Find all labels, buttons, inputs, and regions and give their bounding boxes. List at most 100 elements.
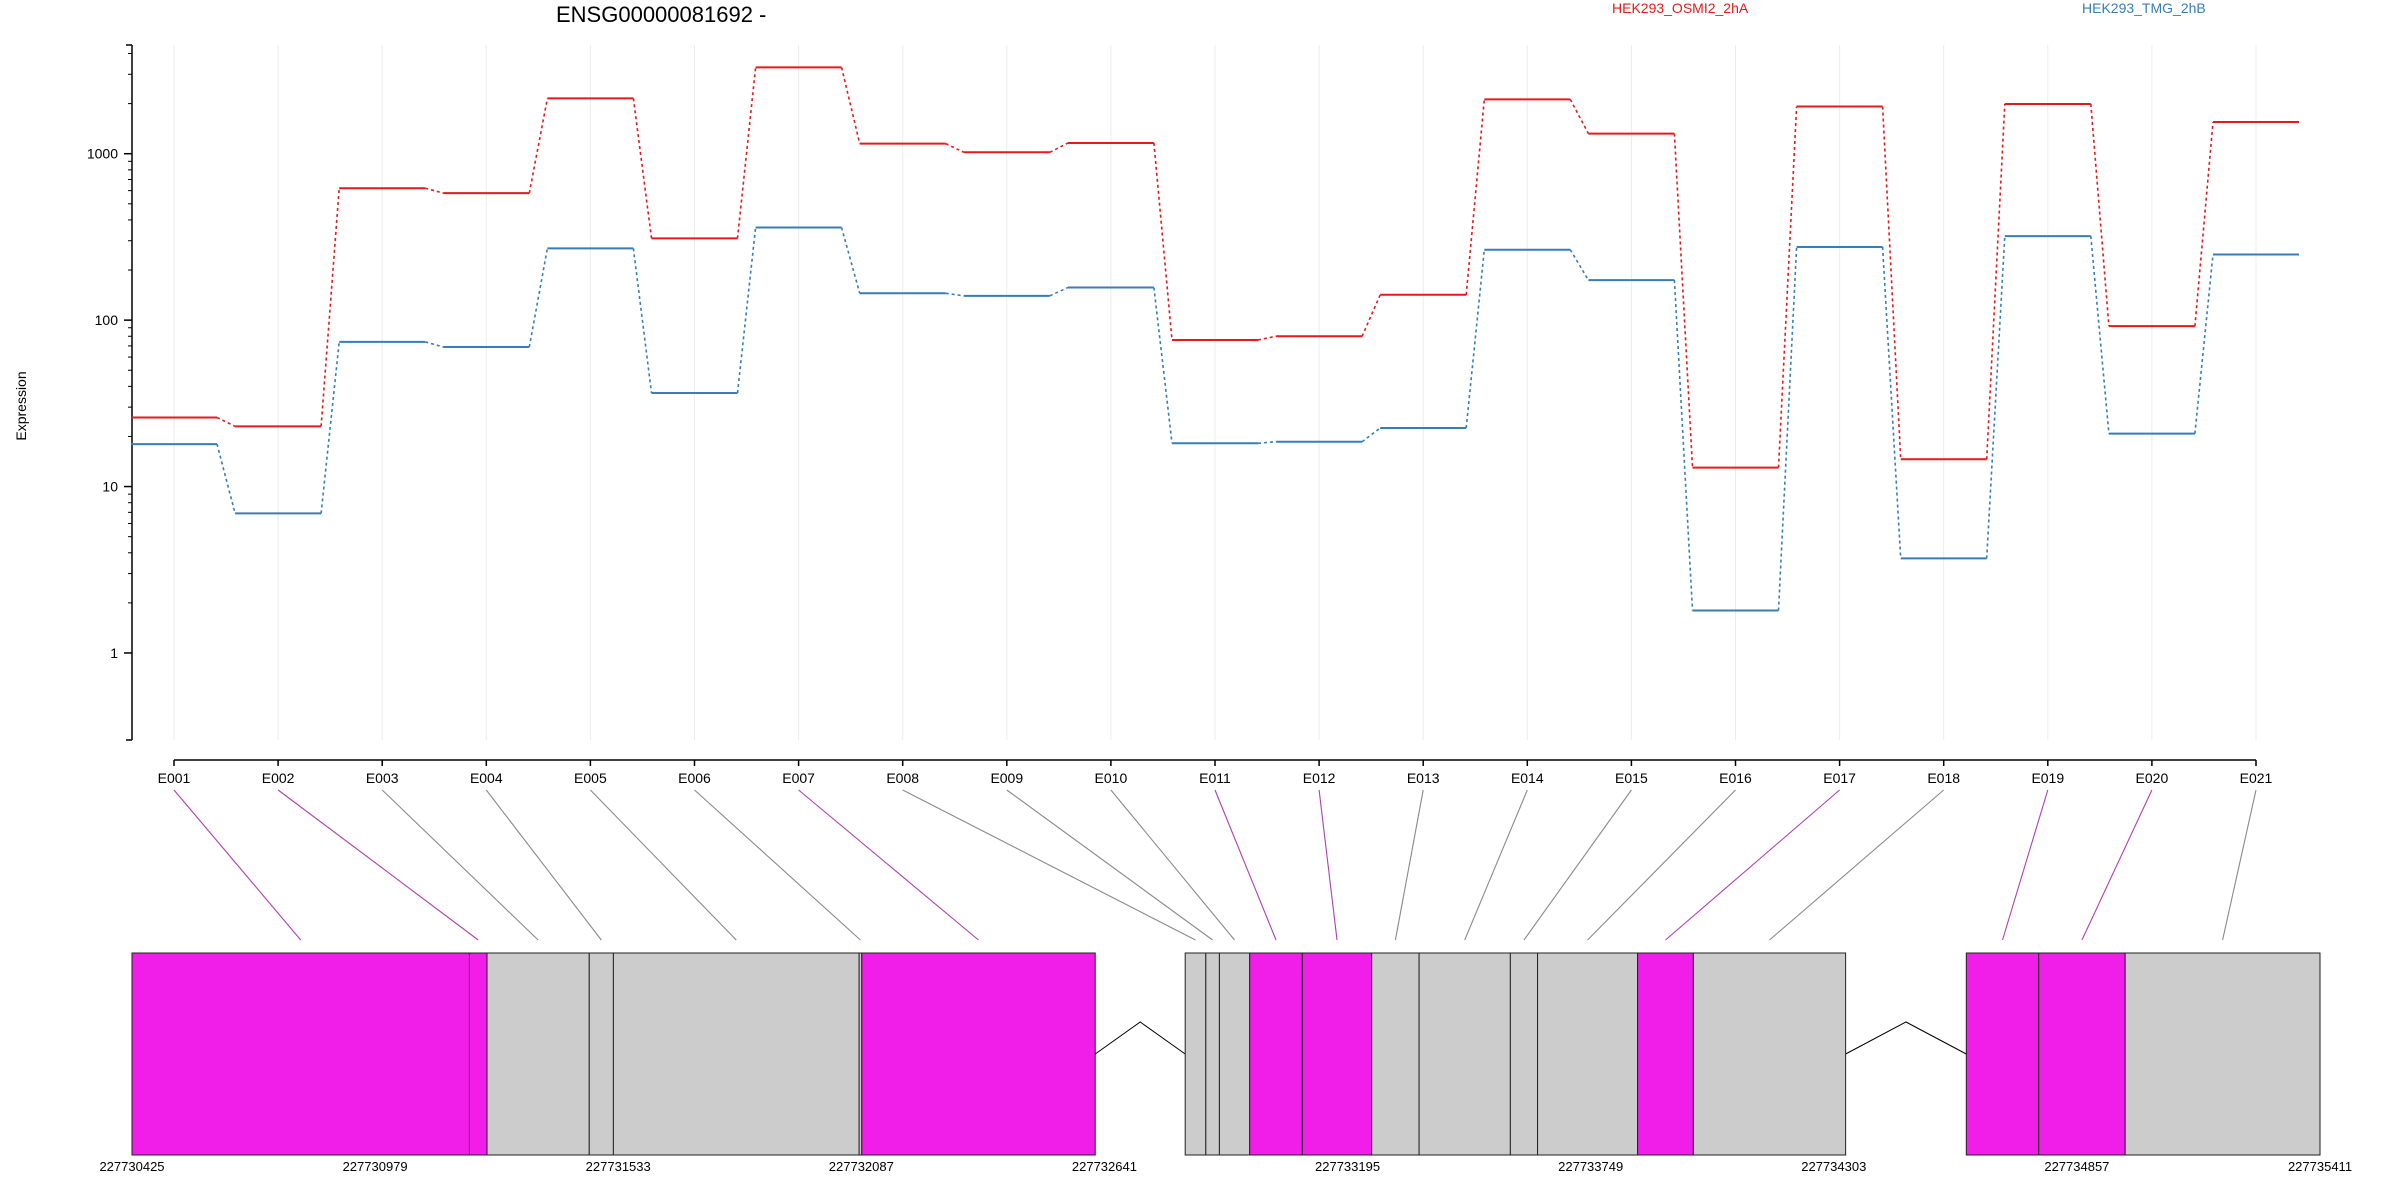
genomic-coordinate-label: 227733749 <box>1558 1159 1623 1174</box>
series-connector <box>1049 286 1069 297</box>
exon-bin-e004 <box>588 952 614 1156</box>
x-tick-label-e021: E021 <box>2240 770 2273 786</box>
exon-bin-e015 <box>1509 952 1539 1156</box>
series-connector <box>1257 440 1277 445</box>
x-tick-label-e013: E013 <box>1407 770 1440 786</box>
x-tick-label-e010: E010 <box>1095 770 1128 786</box>
x-tick-label-e016: E016 <box>1719 770 1752 786</box>
series-connector <box>1361 427 1381 443</box>
series-connector <box>528 248 549 348</box>
connector-e013 <box>1394 789 1424 941</box>
x-tick-label-e004: E004 <box>470 770 503 786</box>
exon-bin-e018 <box>1692 952 1847 1156</box>
x-tick-label-e002: E002 <box>262 770 295 786</box>
y-tick-label: 1 <box>110 645 118 661</box>
y-axis-label: Expression <box>13 371 29 440</box>
exon-bin-e020 <box>2038 952 2126 1156</box>
exon-bin-e012 <box>1301 952 1373 1156</box>
exon-bin-e021 <box>2124 952 2321 1156</box>
exon-bin-e007 <box>861 952 1096 1156</box>
connector-e006 <box>694 789 861 941</box>
x-tick-label-e012: E012 <box>1303 770 1336 786</box>
series-connector <box>1569 249 1590 281</box>
y-tick-label: 10 <box>102 479 118 495</box>
exon-bin-e009 <box>1205 952 1220 1156</box>
genomic-coordinate-label: 227731533 <box>586 1159 651 1174</box>
series-1 <box>131 66 2299 469</box>
series-lines <box>131 66 2299 612</box>
connector-e005 <box>590 789 737 941</box>
series-connector <box>632 248 653 394</box>
connector-e016 <box>1587 789 1736 941</box>
series-connector <box>1153 287 1173 444</box>
chart-title: ENSG00000081692 - <box>556 2 766 27</box>
genomic-coordinate-label: 227735411 <box>2288 1159 2352 1174</box>
exon-bin-e014 <box>1418 952 1511 1156</box>
series-connector <box>840 227 861 294</box>
x-tick-label-e011: E011 <box>1199 770 1231 786</box>
series-connector <box>1673 133 1694 468</box>
x-tick-label-e018: E018 <box>1927 770 1960 786</box>
connector-e018 <box>1769 789 1945 941</box>
series-connector <box>1465 249 1486 429</box>
grid-lines <box>173 45 2257 740</box>
genomic-coordinate-label: 227732087 <box>829 1159 894 1174</box>
connector-e004 <box>485 789 602 941</box>
series-connector <box>528 98 549 194</box>
x-tick-label-e003: E003 <box>366 770 399 786</box>
exon-bin-e005 <box>612 952 860 1156</box>
connector-e015 <box>1523 789 1632 941</box>
series-connector <box>1465 99 1486 295</box>
series-2 <box>131 226 2299 612</box>
series-connector <box>216 416 236 428</box>
genomic-coordinate-label: 227732641 <box>1072 1159 1137 1174</box>
genomic-coordinate-label: 227730425 <box>99 1159 164 1174</box>
exon-bin-e008 <box>1184 952 1207 1156</box>
exon-bin-e001 <box>131 952 470 1156</box>
series-connector <box>1361 294 1381 337</box>
exon-connectors <box>173 789 2257 941</box>
connector-e007 <box>798 789 979 941</box>
series-connector <box>424 341 444 348</box>
x-tick-label-e020: E020 <box>2136 770 2169 786</box>
series-connector <box>1673 280 1694 611</box>
intron-line <box>1094 1021 1186 1055</box>
connector-e009 <box>1006 789 1213 941</box>
exon-bin-e013 <box>1371 952 1420 1156</box>
series-connector <box>1049 142 1069 153</box>
legend-entry-series-1: HEK293_OSMI2_2hA <box>1612 0 1749 16</box>
x-tick-label-e014: E014 <box>1511 770 1544 786</box>
connector-e021 <box>2222 789 2257 941</box>
series-connector <box>1881 246 1902 559</box>
series-connector <box>2090 103 2110 327</box>
exon-bin-e019 <box>1965 952 2040 1156</box>
exon-bin-e010 <box>1218 952 1251 1156</box>
series-connector <box>1777 246 1798 611</box>
exon-bin-e011 <box>1249 952 1303 1156</box>
x-tick-label-e001: E001 <box>158 770 191 786</box>
series-connector <box>1153 142 1173 341</box>
exon-bin-e016 <box>1537 952 1639 1156</box>
series-connector <box>1777 106 1798 468</box>
gene-model: 227730425 227730979 227731533 227732087 2277… <box>99 952 2352 1174</box>
series-connector <box>2090 235 2110 434</box>
connector-e011 <box>1214 789 1277 941</box>
axes: 1 10 100 1000 E001 E002 E003 E004 E005 E006 E007 E0… <box>87 44 2273 786</box>
x-tick-label-e006: E006 <box>678 770 711 786</box>
x-tick-label-e017: E017 <box>1823 770 1856 786</box>
series-connector <box>736 67 757 239</box>
x-tick-label-e019: E019 <box>2031 770 2064 786</box>
series-connector <box>320 188 340 427</box>
series-connector <box>2194 121 2214 327</box>
connector-e017 <box>1665 789 1840 941</box>
series-connector <box>1257 335 1277 341</box>
series-connector <box>320 341 340 514</box>
intron-line <box>1845 1021 1967 1055</box>
connector-e003 <box>381 789 539 941</box>
connector-e008 <box>902 789 1196 941</box>
series-connector <box>2194 254 2214 434</box>
exon-bin-e003 <box>486 952 590 1156</box>
connector-e014 <box>1464 789 1528 941</box>
series-connector <box>1569 99 1590 135</box>
